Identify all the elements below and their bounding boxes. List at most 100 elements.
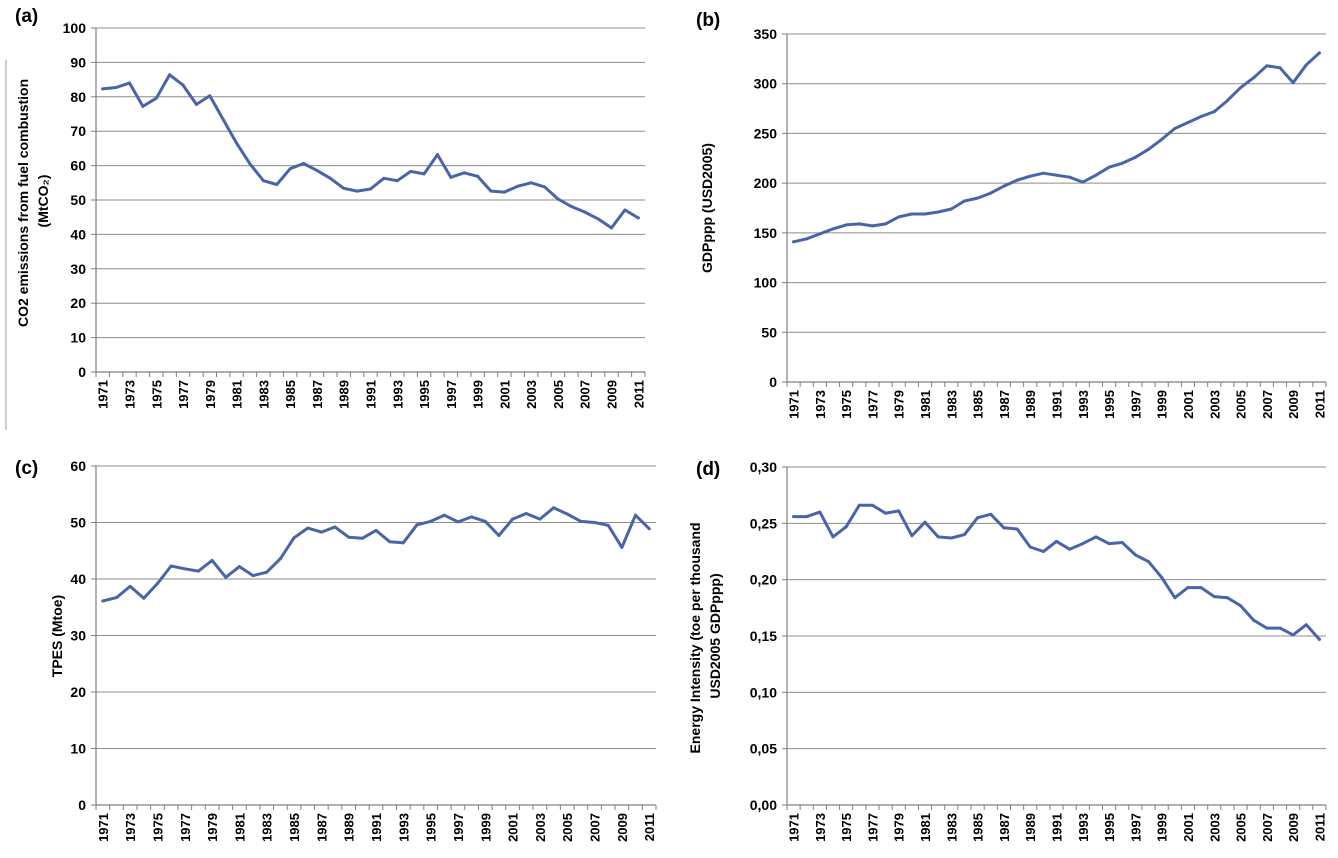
x-tick-label-c-6: 1983: [260, 813, 275, 842]
data-point-b-1988: [1015, 178, 1019, 182]
x-tick-label-c-17: 2005: [560, 813, 575, 842]
data-point-b-1971: [792, 240, 796, 244]
x-tick-label-c-4: 1979: [205, 813, 220, 842]
data-point-d-2005: [1239, 604, 1243, 608]
y-axis-title-a-line-1: CO2 emissions from fuel combustion: [15, 79, 31, 327]
data-point-c-1989: [347, 535, 351, 539]
x-tick-label-c-19: 2009: [615, 813, 630, 842]
data-point-c-2006: [579, 519, 583, 523]
x-tick-label-c-18: 2007: [588, 813, 603, 842]
data-point-d-1996: [1120, 540, 1124, 544]
data-point-a-2006: [569, 205, 573, 209]
data-point-d-1990: [1041, 550, 1045, 553]
y-tick-label-b-4: 200: [754, 175, 778, 191]
data-point-a-1992: [382, 176, 386, 180]
x-tick-label-d-17: 2005: [1234, 813, 1249, 842]
data-point-b-1992: [1068, 175, 1072, 179]
data-point-c-1991: [374, 528, 378, 532]
data-point-c-1988: [333, 525, 337, 529]
x-tick-label-a-1: 1973: [122, 380, 137, 409]
x-tick-label-c-9: 1989: [342, 813, 357, 842]
data-point-d-1989: [1028, 545, 1032, 549]
data-point-c-2004: [552, 506, 556, 510]
data-point-a-2005: [556, 197, 560, 201]
data-point-c-1978: [196, 569, 200, 573]
x-tick-label-b-20: 2011: [1312, 390, 1327, 418]
data-point-c-1982: [251, 574, 255, 578]
data-point-b-1974: [831, 227, 835, 231]
data-point-c-1977: [183, 567, 187, 571]
data-point-c-1972: [114, 596, 118, 600]
data-point-c-2002: [524, 511, 528, 515]
x-tick-label-b-13: 1997: [1128, 390, 1143, 419]
data-point-a-1972: [114, 86, 118, 90]
y-axis-title-a: CO2 emissions from fuel combustion (MtCO…: [15, 75, 51, 327]
x-tick-label-a-8: 1987: [310, 380, 325, 409]
x-tick-label-a-7: 1985: [283, 380, 298, 409]
data-point-c-1993: [401, 541, 405, 545]
data-point-a-2007: [583, 210, 587, 214]
y-tick-label-d-6: 0,30: [750, 459, 777, 475]
data-point-d-1997: [1133, 553, 1137, 557]
data-point-a-1985: [288, 167, 292, 171]
data-point-a-1988: [328, 176, 332, 180]
x-tick-label-c-8: 1987: [314, 813, 329, 842]
data-point-a-1991: [369, 187, 372, 191]
panel-label-a: (a): [15, 6, 38, 27]
x-tick-label-b-4: 1979: [892, 390, 907, 419]
series-line-d: [792, 503, 1321, 641]
data-point-b-2010: [1304, 63, 1308, 67]
data-point-c-1984: [278, 557, 282, 561]
data-point-c-2003: [538, 517, 542, 521]
data-point-b-1999: [1160, 137, 1164, 141]
data-point-a-2002: [516, 184, 520, 188]
panel-d: (d) Energy Intensity (toe per thousand U…: [687, 459, 1327, 842]
x-tick-label-d-6: 1983: [944, 813, 959, 842]
data-point-a-1993: [395, 179, 399, 183]
data-point-b-2005: [1239, 86, 1243, 90]
data-point-b-1981: [923, 212, 927, 216]
data-point-b-2000: [1173, 126, 1177, 130]
x-tick-label-a-6: 1983: [256, 380, 271, 409]
y-tick-label-a-7: 70: [70, 123, 86, 139]
x-tick-label-c-13: 1997: [451, 813, 466, 842]
data-point-a-1976: [168, 73, 172, 77]
data-point-c-1983: [265, 570, 269, 574]
data-point-d-1976: [857, 503, 861, 507]
y-tick-label-b-1: 50: [761, 324, 777, 340]
data-point-a-1974: [141, 104, 145, 108]
data-point-c-2005: [565, 512, 569, 516]
data-point-b-2011: [1317, 51, 1321, 55]
data-point-a-1998: [462, 171, 466, 175]
data-point-b-2002: [1199, 115, 1203, 119]
data-point-b-1977: [870, 224, 874, 228]
y-tick-label-b-6: 300: [754, 76, 778, 92]
x-tick-label-d-18: 2007: [1260, 813, 1275, 842]
data-point-a-2011: [636, 216, 640, 220]
data-point-d-1974: [831, 535, 835, 539]
x-tick-label-c-20: 2011: [642, 813, 657, 841]
data-point-b-1984: [962, 199, 966, 203]
data-point-a-1984: [275, 183, 279, 187]
x-tick-label-c-1: 1973: [123, 813, 138, 842]
x-tick-label-d-1: 1973: [813, 813, 828, 842]
data-point-d-1986: [989, 512, 993, 516]
data-point-d-1971: [792, 515, 796, 519]
x-tick-label-d-11: 1993: [1076, 813, 1091, 842]
data-point-a-1982: [248, 162, 252, 166]
y-tick-label-a-10: 100: [63, 20, 87, 36]
data-point-c-2009: [620, 545, 624, 549]
data-point-b-1972: [805, 237, 809, 241]
data-point-d-2000: [1173, 596, 1177, 600]
y-tick-label-c-5: 50: [70, 515, 86, 531]
data-point-d-2004: [1225, 596, 1229, 600]
data-point-d-2001: [1186, 586, 1190, 590]
data-point-d-2010: [1304, 623, 1308, 627]
data-point-a-1983: [261, 179, 265, 183]
data-point-c-2000: [497, 533, 501, 537]
y-tick-label-a-2: 20: [70, 295, 86, 311]
data-point-a-2001: [502, 190, 506, 194]
x-tick-label-d-7: 1985: [971, 813, 986, 842]
x-tick-label-d-15: 2001: [1181, 813, 1196, 842]
